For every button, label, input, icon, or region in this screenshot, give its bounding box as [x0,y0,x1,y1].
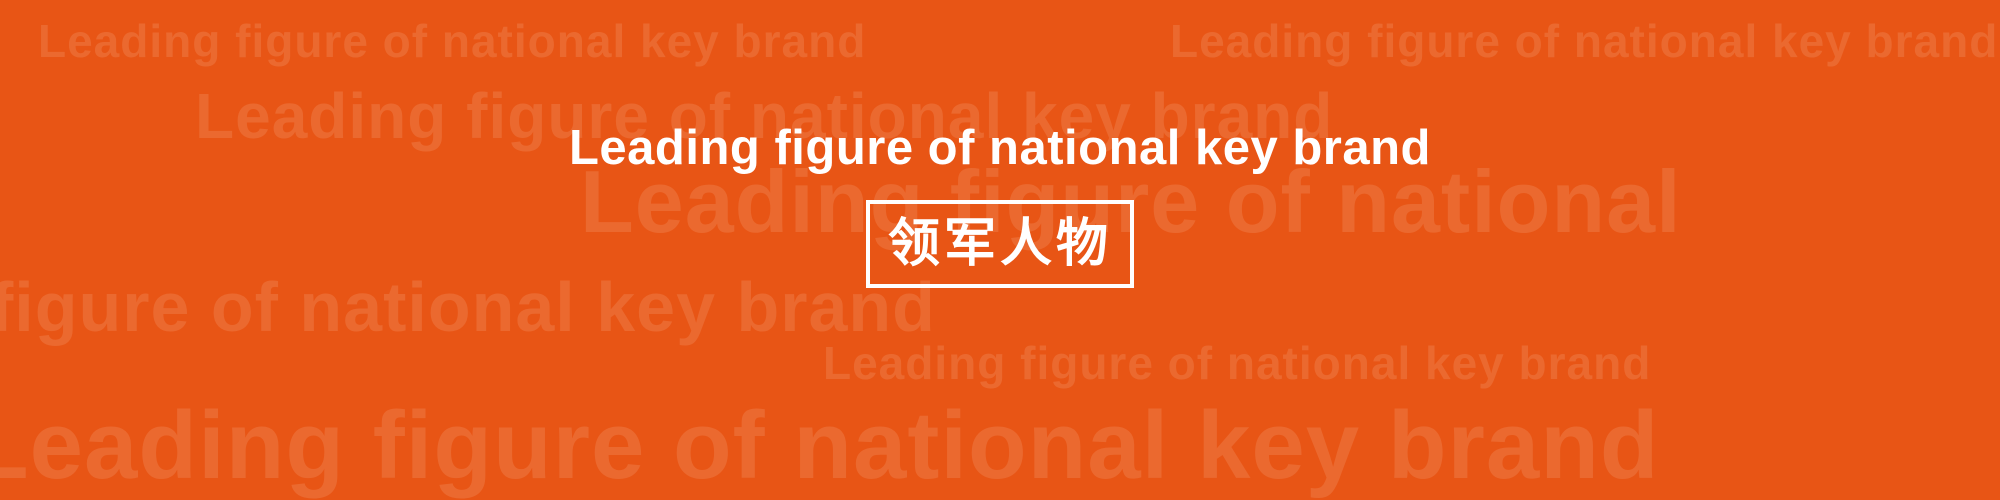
background-text: Leading figure of national key brand [38,15,867,67]
background-text: Leading figure of national key brand [195,80,1334,152]
background-text: figure of national key brand [0,268,936,346]
headline: Leading figure of national key brand [569,121,1431,175]
section-title: 领军人物 [887,214,1112,274]
background-text: Leading figure of national key brand [1170,15,1999,67]
background-text: Leading figure of national key brand [823,337,1652,389]
title-box: 领军人物 [866,200,1134,288]
background-text: Leading figure of national key brand [0,392,1660,499]
